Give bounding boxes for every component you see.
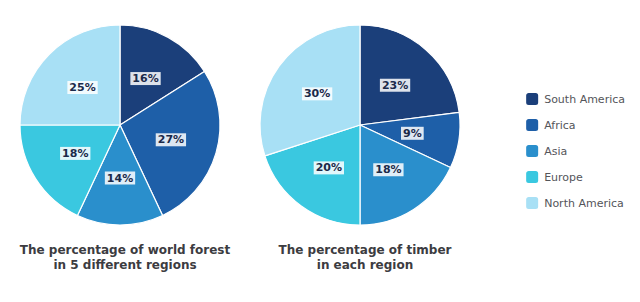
svg-text:South America: South America [544, 93, 625, 106]
svg-text:Europe: Europe [544, 171, 583, 184]
svg-text:Africa: Africa [544, 119, 575, 132]
svg-text:18%: 18% [62, 147, 88, 160]
svg-text:The percentage of timber: The percentage of timber [279, 243, 452, 257]
svg-text:Asia: Asia [544, 145, 567, 158]
svg-text:18%: 18% [375, 163, 401, 176]
svg-text:30%: 30% [304, 87, 330, 100]
svg-text:The percentage of world forest: The percentage of world forest [20, 243, 231, 257]
svg-text:25%: 25% [69, 81, 95, 94]
svg-text:in 5 different regions: in 5 different regions [53, 258, 196, 272]
svg-text:16%: 16% [132, 72, 158, 85]
svg-text:23%: 23% [382, 79, 408, 92]
svg-text:North America: North America [544, 197, 624, 210]
svg-text:9%: 9% [403, 127, 422, 140]
svg-text:20%: 20% [316, 161, 342, 174]
svg-text:27%: 27% [158, 133, 184, 146]
svg-text:in each region: in each region [317, 258, 413, 272]
svg-text:14%: 14% [107, 172, 133, 185]
